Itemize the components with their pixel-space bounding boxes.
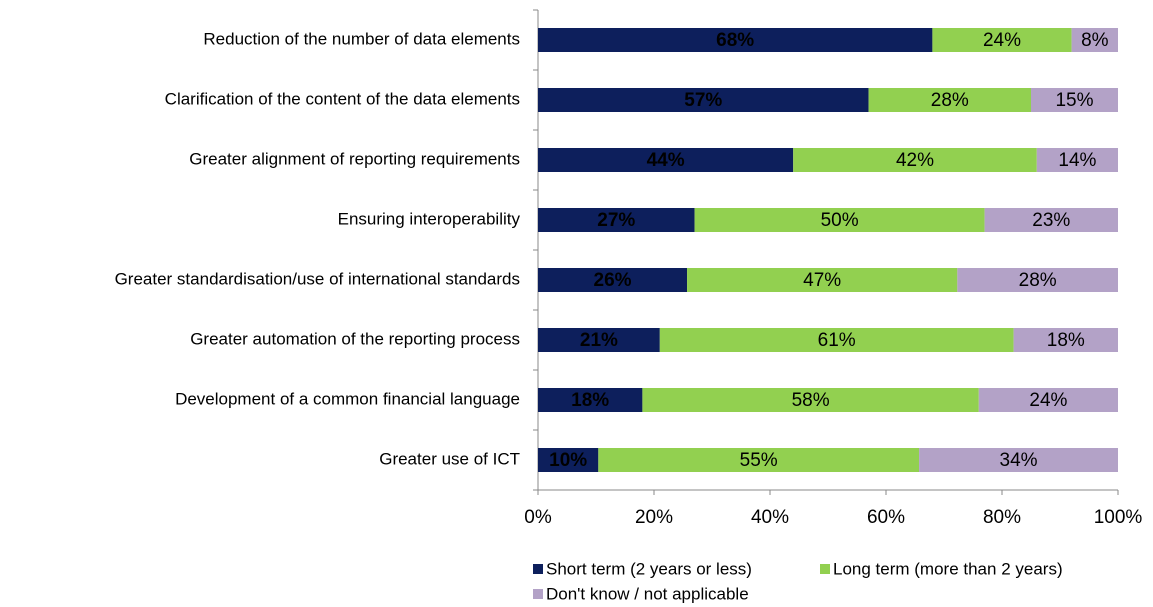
- value-label: 27%: [597, 210, 635, 231]
- bar-segment: [659, 328, 1014, 352]
- category-label: Greater automation of the reporting proc…: [190, 329, 520, 348]
- value-label: 68%: [716, 30, 754, 51]
- value-label: 44%: [647, 150, 685, 171]
- value-label: 47%: [803, 270, 841, 291]
- legend-label: Short term (2 years or less): [546, 559, 752, 578]
- category-label: Greater alignment of reporting requireme…: [189, 149, 520, 168]
- bar-segment: [957, 268, 1118, 292]
- bar-segment: [538, 448, 599, 472]
- bar-segment: [538, 28, 933, 52]
- bar-segment: [978, 388, 1118, 412]
- bar-segment: [538, 328, 660, 352]
- bar-segment: [868, 88, 1031, 112]
- value-label: 18%: [1047, 330, 1085, 351]
- value-label: 21%: [580, 330, 618, 351]
- x-tick-label: 0%: [524, 507, 552, 528]
- bar-segment: [538, 268, 688, 292]
- legend-swatch: [533, 589, 543, 599]
- x-tick-label: 80%: [983, 507, 1021, 528]
- category-label: Ensuring interoperability: [338, 209, 521, 228]
- value-label: 57%: [684, 90, 722, 111]
- bar-segment: [538, 88, 869, 112]
- category-label: Reduction of the number of data elements: [203, 29, 520, 48]
- x-tick-label: 20%: [635, 507, 673, 528]
- bar-segment: [793, 148, 1037, 172]
- bar-segment: [642, 388, 979, 412]
- bar-segment: [919, 448, 1118, 472]
- value-label: 24%: [983, 30, 1021, 51]
- value-label: 24%: [1029, 390, 1067, 411]
- value-label: 26%: [594, 270, 632, 291]
- value-label: 61%: [818, 330, 856, 351]
- x-tick-label: 40%: [751, 507, 789, 528]
- bar-segment: [538, 208, 695, 232]
- category-label: Development of a common financial langua…: [175, 389, 520, 408]
- value-label: 28%: [1019, 270, 1057, 291]
- x-tick-label: 60%: [867, 507, 905, 528]
- x-tick-label: 100%: [1094, 507, 1143, 528]
- value-label: 55%: [740, 450, 778, 471]
- bar-segment: [932, 28, 1072, 52]
- bar-segment: [1013, 328, 1118, 352]
- value-label: 23%: [1032, 210, 1070, 231]
- category-label: Greater standardisation/use of internati…: [115, 269, 520, 288]
- value-label: 15%: [1055, 90, 1093, 111]
- bar-segment: [538, 148, 794, 172]
- value-label: 28%: [931, 90, 969, 111]
- value-label: 14%: [1058, 150, 1096, 171]
- value-label: 50%: [821, 210, 859, 231]
- bar-segment: [687, 268, 958, 292]
- value-label: 18%: [571, 390, 609, 411]
- bar-segment: [984, 208, 1118, 232]
- legend-label: Don't know / not applicable: [546, 584, 749, 603]
- bar-segment: [1036, 148, 1118, 172]
- category-label: Clarification of the content of the data…: [165, 89, 520, 108]
- value-label: 42%: [896, 150, 934, 171]
- bar-segment: [538, 388, 643, 412]
- value-label: 8%: [1081, 30, 1109, 51]
- legend-swatch: [533, 564, 543, 574]
- value-label: 34%: [1000, 450, 1038, 471]
- value-label: 58%: [792, 390, 830, 411]
- value-label: 10%: [549, 450, 587, 471]
- bar-segment: [1031, 88, 1118, 112]
- legend-label: Long term (more than 2 years): [833, 559, 1063, 578]
- legend-swatch: [820, 564, 830, 574]
- bar-segment: [694, 208, 985, 232]
- bar-segment: [598, 448, 920, 472]
- category-label: Greater use of ICT: [379, 449, 520, 468]
- bar-segment: [1071, 28, 1118, 52]
